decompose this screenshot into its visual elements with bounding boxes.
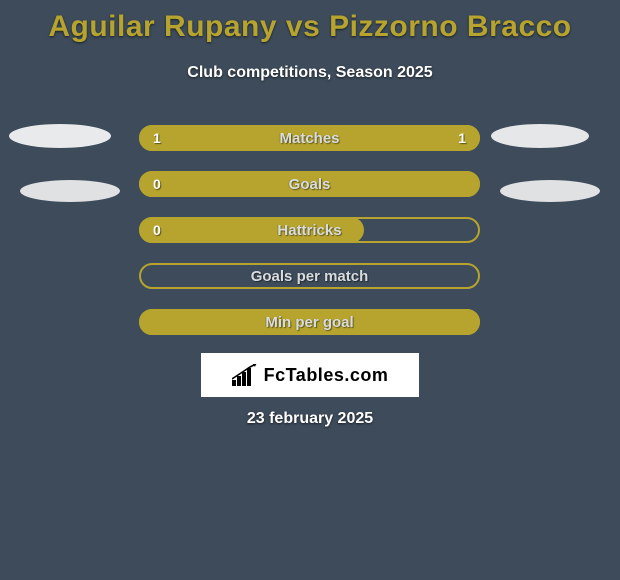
stat-label: Goals per match [139, 263, 480, 289]
player-oval [491, 124, 589, 148]
subtitle: Club competitions, Season 2025 [0, 64, 620, 82]
stat-row: Goals0 [139, 171, 480, 197]
stat-row: Min per goal [139, 309, 480, 335]
stat-value-right: 1 [458, 125, 466, 151]
stat-row: Matches1 1 [139, 125, 480, 151]
date-text: 23 february 2025 [0, 410, 620, 428]
stat-value-left: 0 [153, 171, 161, 197]
main-title: Aguilar Rupany vs Pizzorno Bracco [0, 10, 620, 44]
player-oval [20, 180, 120, 202]
stat-label: Goals [139, 171, 480, 197]
player-oval [9, 124, 111, 148]
stat-label: Min per goal [139, 309, 480, 335]
fctables-logo-inner: FcTables.com [232, 364, 389, 386]
stat-label: Hattricks [139, 217, 480, 243]
stat-value-left: 1 [153, 125, 161, 151]
fctables-logo-text: FcTables.com [264, 365, 389, 386]
player-oval [500, 180, 600, 202]
comparison-infographic: Aguilar Rupany vs Pizzorno Bracco Club c… [0, 0, 620, 580]
fctables-logo: FcTables.com [201, 353, 419, 397]
stat-row: Goals per match [139, 263, 480, 289]
stat-value-left: 0 [153, 217, 161, 243]
stat-label: Matches [139, 125, 480, 151]
stat-row: Hattricks0 [139, 217, 480, 243]
bar-chart-icon [232, 364, 260, 386]
